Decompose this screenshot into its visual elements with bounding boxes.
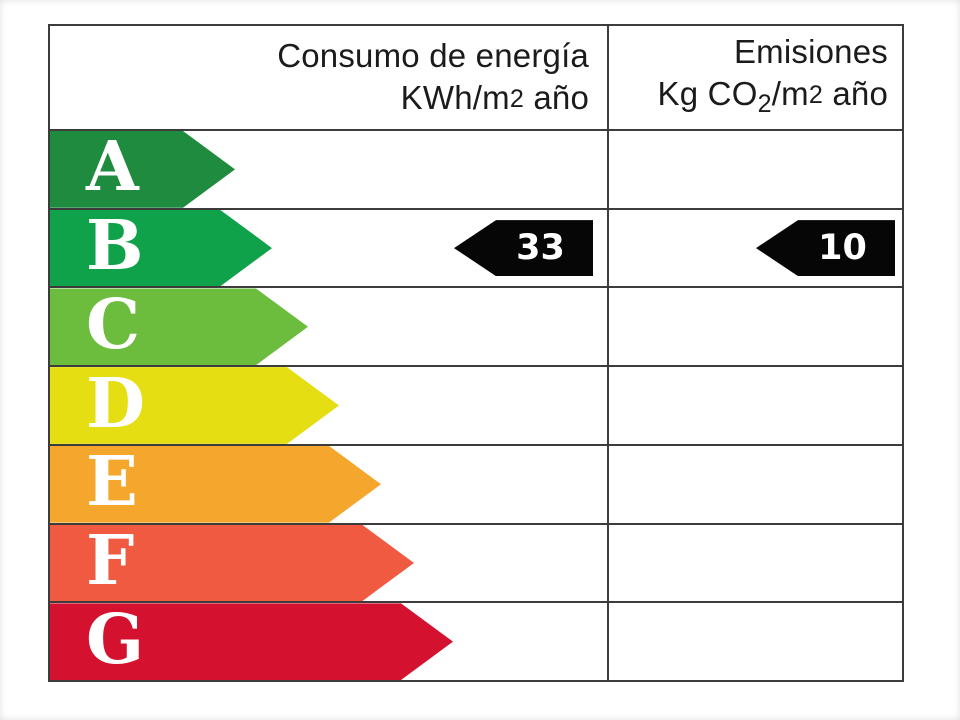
consumption-header-title: Consumo de energía: [277, 37, 589, 74]
grade-c-letter: C: [86, 284, 141, 365]
emissions-value: 10: [818, 228, 867, 269]
grade-b-letter: B: [86, 206, 144, 287]
grade-e-letter: E: [86, 442, 138, 523]
grade-d-letter: D: [86, 363, 145, 444]
band-row-b: B 33 10: [50, 209, 902, 289]
band-row-c: C: [50, 288, 902, 368]
consumption-header-unit: KWh/m2 año: [400, 79, 589, 116]
band-row-d: D: [50, 367, 902, 446]
band-row-a: A: [50, 131, 902, 210]
emissions-column-header: Emisiones Kg CO2/m2 año: [607, 26, 902, 129]
emissions-value-marker: 10: [756, 220, 895, 277]
grade-a-letter: A: [86, 127, 139, 208]
grade-g-letter: G: [86, 599, 145, 680]
grade-e-band: E: [50, 446, 381, 523]
band-row-e: E: [50, 445, 902, 525]
grade-f-letter: F: [86, 520, 135, 601]
grade-f-band: F: [50, 525, 414, 602]
grade-c-band: C: [50, 288, 308, 365]
energy-rating-table: Consumo de energía KWh/m2 año Emisiones …: [48, 24, 904, 682]
consumption-value: 33: [516, 228, 565, 269]
consumption-value-marker: 33: [454, 220, 593, 277]
band-row-g: G: [50, 603, 902, 681]
grade-a-band: A: [50, 131, 235, 208]
band-row-f: F: [50, 524, 902, 604]
grade-g-band: G: [50, 603, 453, 680]
grade-d-band: D: [50, 367, 339, 444]
column-divider: [607, 26, 609, 680]
emissions-header-title: Emisiones: [733, 32, 888, 70]
grade-b-band: B: [50, 210, 272, 287]
table-header-row: Consumo de energía KWh/m2 año Emisiones …: [50, 26, 902, 131]
emissions-header-unit: Kg CO2/m2 año: [657, 74, 888, 118]
consumption-column-header: Consumo de energía KWh/m2 año: [50, 26, 607, 129]
